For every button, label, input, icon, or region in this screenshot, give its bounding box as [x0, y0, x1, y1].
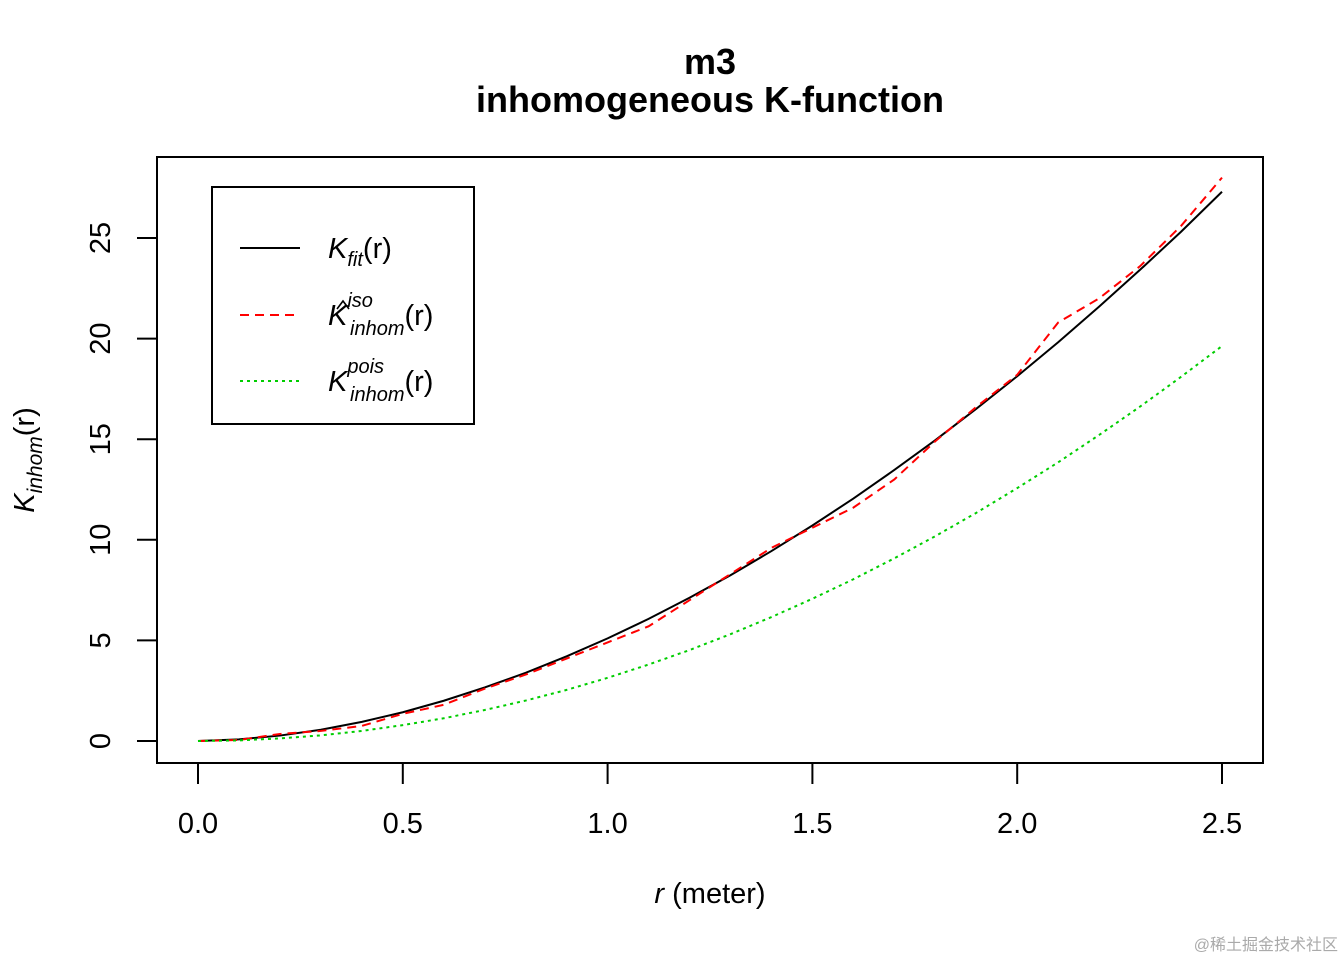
legend-label: Kpois inhom(r)	[328, 356, 433, 406]
legend: Kfit(r)Kiso inhom(r)Kpois inhom(r)	[211, 186, 475, 425]
y-axis: 0 5 10 15 20 25	[85, 222, 157, 749]
legend-label: Kiso inhom(r)	[328, 290, 433, 340]
legend-label: Kfit(r)	[328, 233, 392, 271]
legend-main: K	[328, 233, 349, 265]
legend-hat-icon	[336, 299, 350, 310]
y-tick-label: 20	[85, 322, 117, 354]
x-axis-var: r	[654, 878, 665, 910]
x-axis-unit: (meter)	[672, 878, 765, 910]
x-tick-label: 2.0	[997, 808, 1037, 840]
legend-box	[211, 186, 475, 425]
series-line-dashed	[197, 176, 1223, 742]
legend-main: K	[328, 366, 349, 398]
x-tick-label: 2.5	[1202, 808, 1242, 840]
y-tick-label: 0	[85, 733, 117, 749]
x-tick-label: 1.5	[792, 808, 832, 840]
y-axis-label: Kinhom(r)	[9, 407, 47, 513]
legend-sub: inhom	[350, 318, 404, 340]
x-tick-label: 1.0	[587, 808, 627, 840]
y-tick-label: 10	[85, 524, 117, 556]
y-axis-main: K	[9, 492, 41, 513]
watermark: @稀土掘金技术社区	[1194, 936, 1338, 954]
x-axis-label: r (meter)	[654, 878, 765, 910]
y-axis-sub: inhom	[24, 436, 47, 493]
legend-sub: inhom	[350, 384, 404, 406]
y-tick-label: 5	[85, 632, 117, 648]
legend-arg: (r)	[404, 366, 433, 398]
legend-sup: iso	[347, 290, 373, 312]
chart-title: m3	[684, 41, 736, 82]
legend-main: K	[328, 300, 349, 332]
series-lines	[197, 176, 1223, 742]
x-axis: 0.0 0.5 1.0 1.5 2.0 2.5	[178, 762, 1242, 840]
legend-arg: (r)	[404, 300, 433, 332]
legend-arg: (r)	[363, 233, 392, 265]
legend-sub: fit	[347, 249, 364, 271]
y-tick-label: 15	[85, 423, 117, 455]
x-tick-label: 0.0	[178, 808, 218, 840]
y-tick-label: 25	[85, 222, 117, 254]
x-tick-label: 0.5	[383, 808, 423, 840]
chart-subtitle: inhomogeneous K-function	[476, 79, 944, 120]
legend-sup: pois	[346, 356, 384, 378]
y-axis-arg: (r)	[9, 407, 41, 436]
